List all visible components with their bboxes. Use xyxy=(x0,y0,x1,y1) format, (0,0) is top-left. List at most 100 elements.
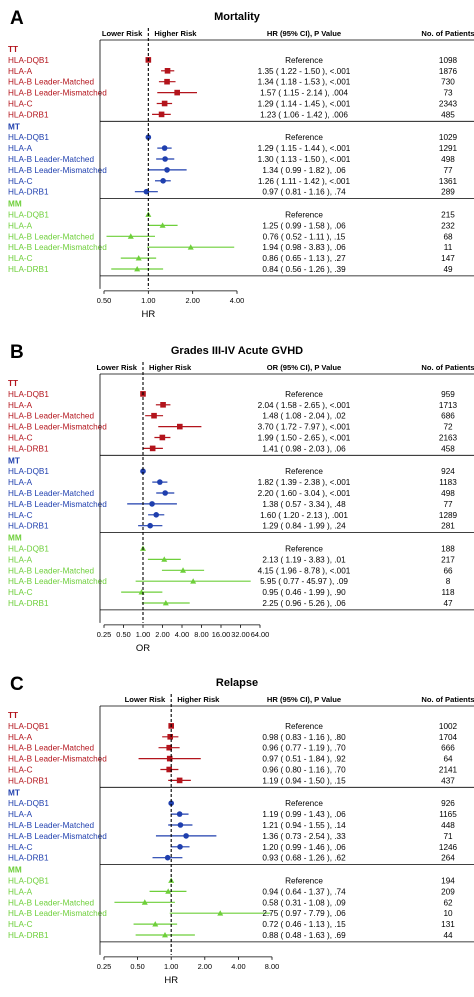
stat-value: 3.70 ( 1.72 - 7.97 ), <.001 xyxy=(258,423,351,432)
patient-count: 64 xyxy=(443,755,453,764)
row-label: HLA-DQB1 xyxy=(8,56,49,65)
stat-value: 1.20 ( 0.99 - 1.46 ), .06 xyxy=(262,843,346,852)
stat-value: 0.58 ( 0.31 - 1.08 ), .09 xyxy=(262,898,346,907)
patient-count: 437 xyxy=(441,776,455,785)
row-label: HLA-DRB1 xyxy=(8,931,49,940)
patient-count: 66 xyxy=(443,566,453,575)
group-label-mm: MM xyxy=(8,866,22,875)
patient-count: 1704 xyxy=(439,733,458,742)
panel-letter: A xyxy=(10,8,24,29)
estimate-marker xyxy=(134,266,141,272)
patient-count: 281 xyxy=(441,522,455,531)
stat-value: 1.21 ( 0.94 - 1.55 ), .14 xyxy=(262,821,346,830)
patient-count: 959 xyxy=(441,390,455,399)
estimate-marker xyxy=(151,412,157,419)
stat-value: 0.84 ( 0.56 - 1.26 ), .39 xyxy=(262,265,346,274)
stat-value: 1.41 ( 0.98 - 2.03 ), .06 xyxy=(262,444,346,453)
stat-value: 2.04 ( 1.58 - 2.65 ), <.001 xyxy=(258,401,351,410)
row-label: HLA-B Leader-Matched xyxy=(8,821,94,830)
row-label: HLA-B Leader-Mismatched xyxy=(8,500,107,509)
estimate-marker xyxy=(149,445,156,452)
estimate-marker xyxy=(157,479,163,485)
row-label: HLA-DQB1 xyxy=(8,799,49,808)
patient-count: 68 xyxy=(443,232,453,241)
x-tick-label: 1.00 xyxy=(136,630,150,639)
row-label: HLA-B Leader-Mismatched xyxy=(8,166,107,175)
patient-count: 498 xyxy=(441,155,455,164)
panel-letter: C xyxy=(10,674,24,695)
row-label: HLA-C xyxy=(8,588,33,597)
row-label: HLA-C xyxy=(8,511,33,520)
x-tick-label: 8.00 xyxy=(194,630,208,639)
higher-risk-label: Higher Risk xyxy=(149,363,192,372)
estimate-marker xyxy=(177,822,184,828)
patient-count: 1876 xyxy=(439,67,458,76)
group-label-mm: MM xyxy=(8,200,22,209)
patient-count: 47 xyxy=(443,599,453,608)
estimate-marker xyxy=(187,244,194,250)
patient-count: 448 xyxy=(441,821,455,830)
estimate-marker xyxy=(168,800,174,806)
estimate-marker xyxy=(217,910,224,916)
patient-count: 131 xyxy=(441,920,455,929)
patient-count: 1098 xyxy=(439,56,458,65)
estimate-marker xyxy=(177,844,183,850)
estimate-marker xyxy=(190,578,197,584)
stat-value: 1.30 ( 1.13 - 1.50 ), <.001 xyxy=(258,155,351,164)
row-label: HLA-DRB1 xyxy=(8,854,49,863)
patient-count: 8 xyxy=(446,577,451,586)
stat-value: 1.23 ( 1.06 - 1.42 ), .006 xyxy=(260,110,348,119)
estimate-marker xyxy=(165,888,172,894)
patient-count: 44 xyxy=(443,931,453,940)
x-tick-label: 4.00 xyxy=(230,296,244,305)
row-label: HLA-A xyxy=(8,478,33,487)
patient-count: 209 xyxy=(441,887,455,896)
stat-value: 1.35 ( 1.22 - 1.50 ), <.001 xyxy=(258,67,351,76)
estimate-marker xyxy=(167,734,174,740)
row-label: HLA-B Leader-Matched xyxy=(8,78,94,87)
patient-count: 1289 xyxy=(439,511,458,520)
estimate-marker xyxy=(162,600,169,606)
row-label: HLA-C xyxy=(8,254,33,263)
higher-risk-label: Higher Risk xyxy=(154,29,197,38)
x-tick-label: 0.25 xyxy=(97,630,111,639)
stat-value: 1.57 ( 1.15 - 2.14 ), .004 xyxy=(260,89,348,98)
estimate-marker xyxy=(174,89,180,96)
stat-value: Reference xyxy=(285,133,323,142)
patient-count: 118 xyxy=(441,588,454,597)
lower-risk-label: Lower Risk xyxy=(102,29,143,38)
group-label-tt: TT xyxy=(8,45,18,54)
stat-value: 1.48 ( 1.08 - 2.04 ), .02 xyxy=(262,412,346,421)
stat-value: 0.97 ( 0.51 - 1.84 ), .92 xyxy=(262,755,346,764)
x-axis-label: HR xyxy=(164,975,178,986)
lower-risk-label: Lower Risk xyxy=(125,695,166,704)
x-tick-label: 32.00 xyxy=(231,630,250,639)
x-tick-label: 0.50 xyxy=(116,630,130,639)
patient-count: 1165 xyxy=(439,810,457,819)
row-label: HLA-DQB1 xyxy=(8,722,49,731)
patient-count: 2163 xyxy=(439,434,458,443)
group-label-tt: TT xyxy=(8,711,18,720)
row-label: HLA-A xyxy=(8,810,33,819)
stat-value: 1.82 ( 1.39 - 2.38 ), <.001 xyxy=(258,478,351,487)
stat-value: 1.19 ( 0.99 - 1.43 ), .06 xyxy=(262,810,346,819)
x-tick-label: 8.00 xyxy=(265,962,279,971)
estimate-marker xyxy=(127,233,134,239)
row-label: HLA-A xyxy=(8,67,33,76)
row-label: HLA-B Leader-Matched xyxy=(8,898,94,907)
estimate-marker xyxy=(135,255,142,261)
stat-value: 0.86 ( 0.65 - 1.13 ), .27 xyxy=(262,254,346,263)
patient-count: 498 xyxy=(441,489,455,498)
stat-value: Reference xyxy=(285,799,323,808)
n-header: No. of Patients xyxy=(421,363,474,372)
row-label: HLA-C xyxy=(8,177,33,186)
stat-value: Reference xyxy=(285,722,323,731)
patient-count: 62 xyxy=(443,898,453,907)
x-axis-label: OR xyxy=(136,643,150,654)
x-tick-label: 16.00 xyxy=(212,630,231,639)
patient-count: 71 xyxy=(443,832,453,841)
patient-count: 1183 xyxy=(439,478,457,487)
estimate-marker xyxy=(152,921,159,927)
patient-count: 10 xyxy=(443,909,453,918)
estimate-marker xyxy=(147,522,153,529)
